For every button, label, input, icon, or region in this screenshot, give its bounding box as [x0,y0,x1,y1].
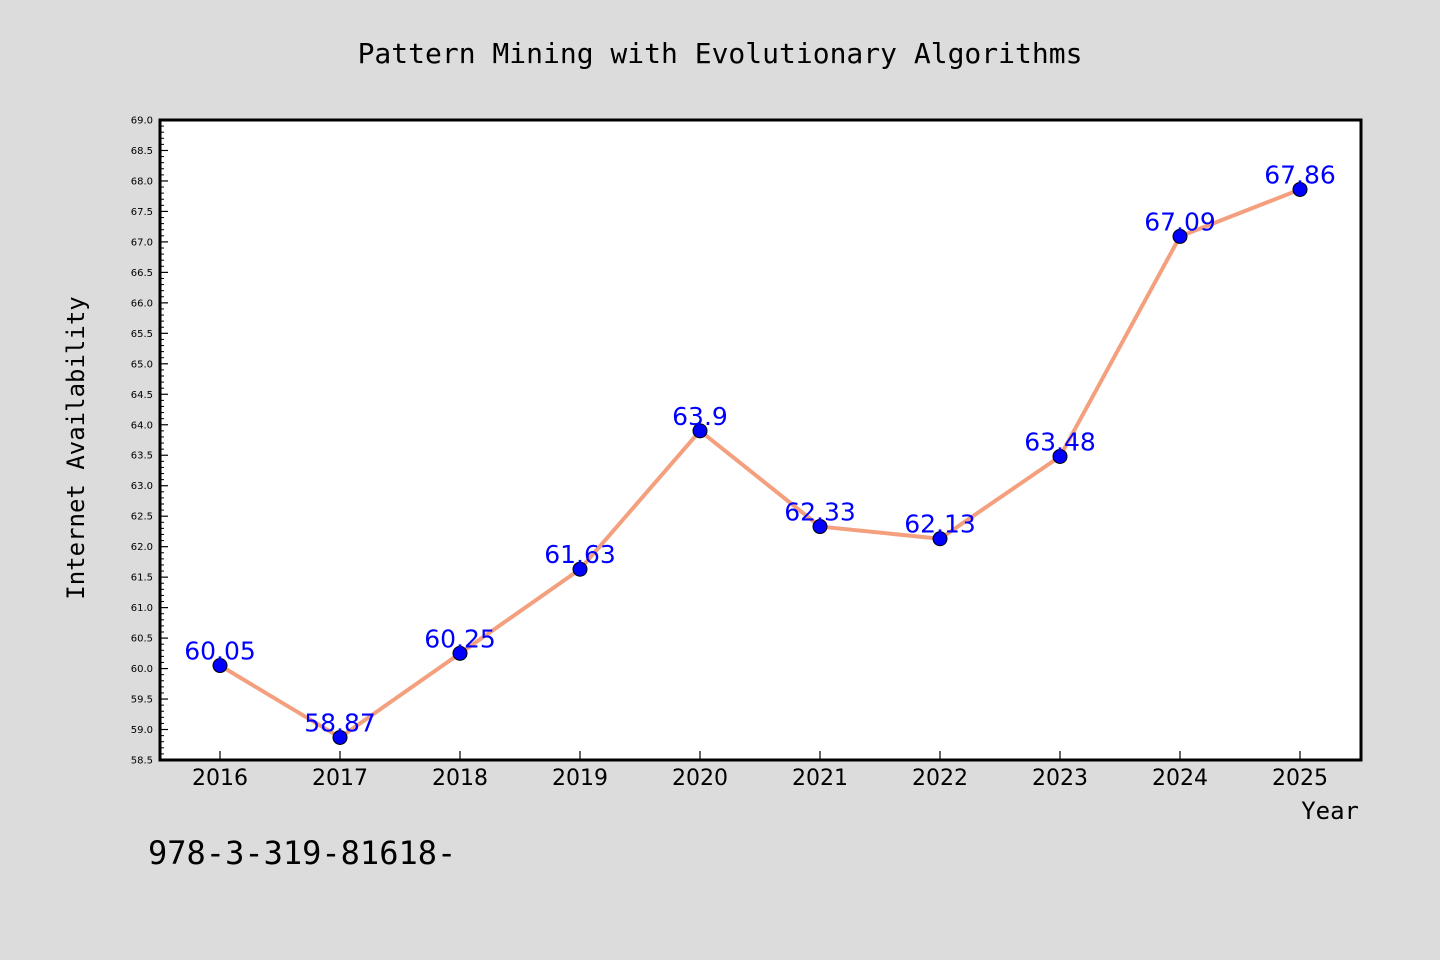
y-tick-label: 64.0 [131,420,153,431]
y-axis-label: Internet Availability [62,296,90,599]
x-tick-label: 2022 [912,766,968,791]
series-line-path [218,187,1301,740]
y-tick-label: 59.0 [131,725,153,736]
series-line: 60.05 58.87 60.25 61.63 63.9 62.33 62.13 63.48 6… [184,160,1336,745]
x-axis: 2016 2017 2018 2019 2020 2021 2022 2023 2024 2025 [192,751,1328,791]
y-tick-label: 59.5 [131,695,153,706]
data-label: 67.86 [1264,160,1336,189]
data-label: 58.87 [304,708,376,737]
y-tick-label: 60.5 [131,634,153,645]
data-label: 62.33 [784,498,856,527]
x-tick-label: 2020 [672,766,728,791]
chart-title: Pattern Mining with Evolutionary Algorit… [358,37,1083,70]
footnote-text: 978-3-319-81618- [148,834,456,872]
y-tick-label: 66.5 [131,268,153,279]
y-tick-label: 63.0 [131,481,153,492]
data-point-marker [1292,181,1308,197]
data-point-marker [572,561,588,577]
y-tick-label: 64.5 [131,390,153,401]
y-tick-label: 65.5 [131,329,153,340]
x-tick-label: 2018 [432,766,488,791]
data-point-marker [812,519,828,535]
data-point-marker [1052,448,1068,464]
data-label: 67.09 [1144,207,1216,236]
y-tick-label: 67.5 [131,207,153,218]
y-tick-label: 63.5 [131,451,153,462]
plot-area [158,118,1363,762]
x-tick-label: 2025 [1272,766,1328,791]
data-point-marker [452,645,468,661]
data-label: 63.48 [1024,427,1096,456]
y-tick-label: 58.5 [131,756,153,767]
x-tick-label: 2017 [312,766,368,791]
data-label: 60.25 [424,624,496,653]
y-tick-label: 65.0 [131,359,153,370]
data-label: 60.05 [184,637,256,666]
x-tick-label: 2016 [192,766,248,791]
y-tick-label: 66.0 [131,298,153,309]
y-tick-label: 68.0 [131,176,153,187]
data-point-marker [212,658,228,674]
y-tick-label: 68.5 [131,146,153,157]
y-tick-label: 60.0 [131,664,153,675]
x-tick-label: 2024 [1152,766,1208,791]
data-point-marker [1172,228,1188,244]
y-tick-label: 62.0 [131,542,153,553]
data-point-marker [692,423,708,439]
y-tick-label: 61.5 [131,573,153,584]
y-axis: 58.5 59.0 59.5 60.0 60.5 61.0 61.5 62.0 62.5 63.0… [131,116,168,767]
data-label: 63.9 [672,402,728,431]
y-tick-label: 61.0 [131,603,153,614]
x-tick-label: 2023 [1032,766,1088,791]
y-tick-label: 69.0 [131,116,153,127]
y-tick-label: 67.0 [131,237,153,248]
data-point-marker [932,531,948,547]
data-point-marker [332,729,348,745]
data-label: 62.13 [904,510,976,539]
x-axis-label: Year [1301,797,1359,825]
x-tick-label: 2021 [792,766,848,791]
x-tick-label: 2019 [552,766,608,791]
y-tick-label: 62.5 [131,512,153,523]
data-label: 61.63 [544,540,616,569]
